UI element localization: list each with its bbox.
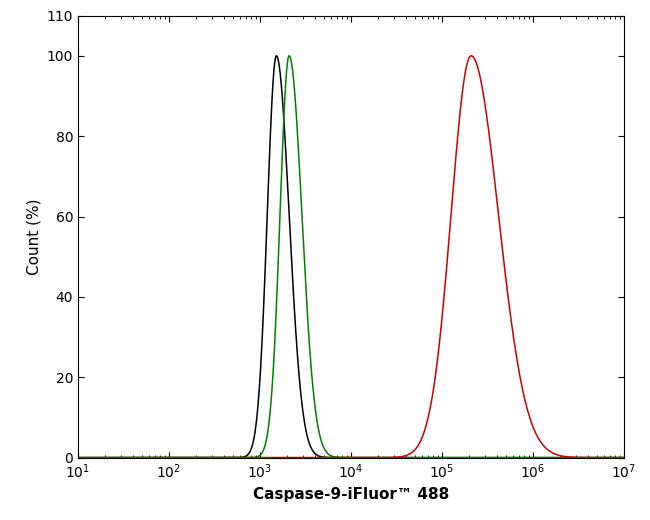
X-axis label: Caspase-9-iFluor™ 488: Caspase-9-iFluor™ 488 xyxy=(253,487,449,502)
Y-axis label: Count (%): Count (%) xyxy=(26,198,41,275)
